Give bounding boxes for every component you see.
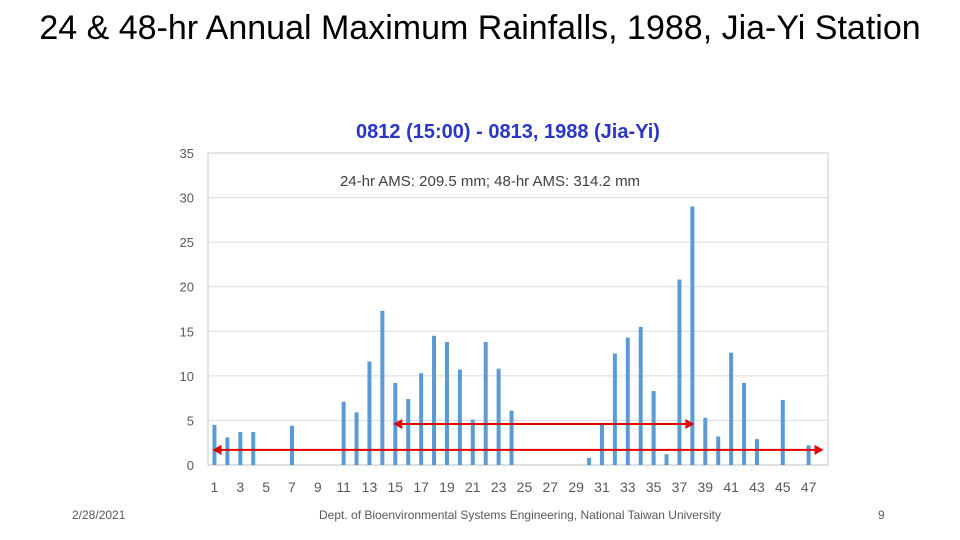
bar xyxy=(380,310,385,465)
bar xyxy=(367,361,372,465)
bar xyxy=(729,352,734,465)
y-axis-ticks: 0 5 10 15 20 25 30 35 xyxy=(180,146,194,473)
plot-area xyxy=(207,152,829,466)
y-tick-label: 35 xyxy=(180,146,194,161)
x-tick-label: 5 xyxy=(262,479,270,495)
bar xyxy=(406,399,411,465)
bar xyxy=(703,417,708,465)
bar xyxy=(432,335,437,465)
bar xyxy=(444,341,449,465)
bar xyxy=(354,412,359,465)
bar xyxy=(664,454,669,465)
x-tick-label: 9 xyxy=(314,479,322,495)
double-arrow xyxy=(393,418,695,429)
bar xyxy=(677,279,682,465)
x-tick-label: 47 xyxy=(801,479,817,495)
chart-title: 0812 (15:00) - 0813, 1988 (Jia-Yi) xyxy=(356,121,660,143)
x-tick-label: 35 xyxy=(646,479,662,495)
bars xyxy=(212,206,811,465)
x-tick-label: 19 xyxy=(439,479,455,495)
double-arrow xyxy=(212,444,824,455)
y-tick-label: 0 xyxy=(187,458,194,473)
bar xyxy=(806,445,811,465)
x-tick-label: 3 xyxy=(236,479,244,495)
bar xyxy=(780,399,785,465)
x-tick-label: 15 xyxy=(388,479,404,495)
x-tick-label: 21 xyxy=(465,479,481,495)
x-tick-label: 13 xyxy=(362,479,378,495)
bar xyxy=(651,391,656,465)
bar xyxy=(289,425,294,465)
bar xyxy=(496,368,501,465)
rainfall-bar-chart: 0812 (15:00) - 0813, 1988 (Jia-Yi) 0 5 10 1… xyxy=(180,121,829,495)
bar xyxy=(251,432,256,465)
x-tick-label: 41 xyxy=(723,479,739,495)
x-tick-label: 1 xyxy=(211,479,219,495)
bar xyxy=(599,424,604,465)
bar xyxy=(470,419,475,465)
bar xyxy=(754,439,759,465)
bar xyxy=(483,341,488,465)
bar xyxy=(638,326,643,465)
footer-department: Dept. of Bioenvironmental Systems Engine… xyxy=(319,508,721,522)
bar xyxy=(612,353,617,465)
x-tick-label: 11 xyxy=(336,479,351,495)
bar xyxy=(742,382,747,465)
y-tick-label: 30 xyxy=(180,191,194,206)
y-tick-label: 5 xyxy=(187,413,194,428)
footer-date: 2/28/2021 xyxy=(72,508,126,522)
x-tick-label: 39 xyxy=(698,479,714,495)
x-tick-label: 29 xyxy=(568,479,584,495)
bar xyxy=(238,432,243,465)
x-tick-label: 45 xyxy=(775,479,791,495)
bar xyxy=(625,337,630,465)
x-tick-label: 23 xyxy=(491,479,507,495)
x-axis-ticks: 1 3 5 7 9 11 13 15 17 19 21 23 25 27 29 31 33 35 37 39 41 43 4… xyxy=(211,479,817,495)
x-tick-label: 7 xyxy=(288,479,296,495)
x-tick-label: 33 xyxy=(620,479,636,495)
chart-subtitle: 24-hr AMS: 209.5 mm; 48-hr AMS: 314.2 mm xyxy=(340,173,640,190)
x-tick-label: 25 xyxy=(517,479,533,495)
bar xyxy=(225,437,230,465)
y-tick-label: 25 xyxy=(180,235,194,250)
x-tick-label: 37 xyxy=(672,479,688,495)
bar xyxy=(212,424,217,465)
bar xyxy=(509,410,514,465)
y-tick-label: 10 xyxy=(180,369,194,384)
x-tick-label: 43 xyxy=(749,479,765,495)
bar xyxy=(457,369,462,465)
bar xyxy=(690,206,695,465)
y-tick-label: 20 xyxy=(180,280,194,295)
bar xyxy=(587,457,592,465)
bar xyxy=(419,373,424,465)
page-number: 9 xyxy=(878,508,885,522)
x-tick-label: 31 xyxy=(594,479,610,495)
y-tick-label: 15 xyxy=(180,324,194,339)
bar xyxy=(341,401,346,465)
x-tick-label: 27 xyxy=(543,479,559,495)
slide-title: 24 & 48-hr Annual Maximum Rainfalls, 198… xyxy=(39,9,921,47)
x-tick-label: 17 xyxy=(413,479,429,495)
gridlines xyxy=(208,197,828,466)
duration-arrows xyxy=(212,418,824,455)
